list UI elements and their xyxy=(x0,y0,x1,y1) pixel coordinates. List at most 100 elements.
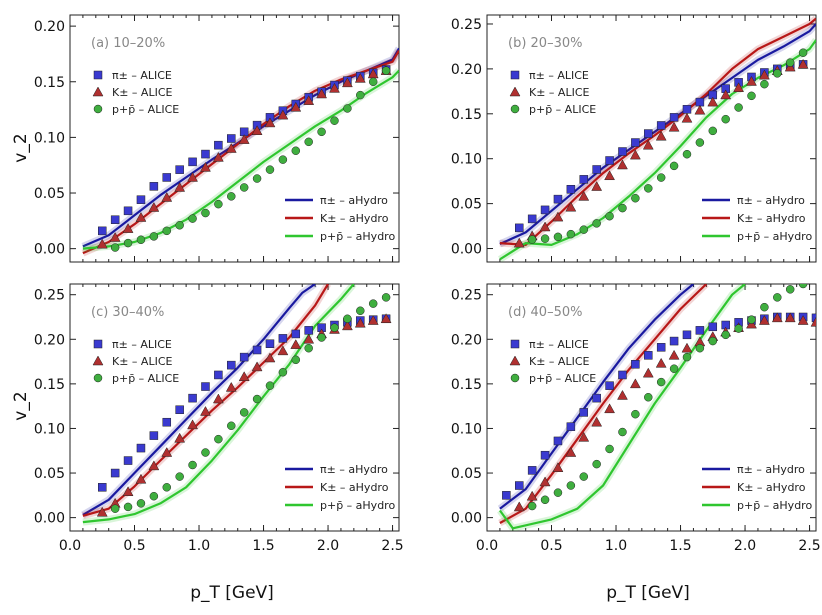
y-tick-label: 0.05 xyxy=(451,197,482,213)
data-point-circle xyxy=(695,138,705,147)
data-point-triangle xyxy=(277,109,289,120)
data-point-triangle xyxy=(509,86,521,97)
data-point-square xyxy=(527,466,537,475)
data-point-circle xyxy=(110,504,120,513)
data-point-square xyxy=(278,334,288,343)
data-point-circle xyxy=(773,293,782,302)
y-tick-label: 0.00 xyxy=(34,511,65,527)
y-tick-label: 0.05 xyxy=(34,186,65,202)
data-point-circle xyxy=(721,114,730,124)
panel-3: 0.0 0.5 1.0 1.5 2.0 2.5 0.00 0.05 0.10 0.15 0.20 0.… xyxy=(451,283,821,554)
y-tick-label: 0.25 xyxy=(451,288,482,304)
points xyxy=(96,65,392,252)
data-point-square xyxy=(201,382,210,391)
x-tick-label: 2.0 xyxy=(734,538,756,554)
data-point-triangle xyxy=(161,191,173,202)
data-point-circle xyxy=(527,235,537,244)
data-point-circle xyxy=(381,293,391,302)
data-point-circle xyxy=(631,193,640,203)
y-axis-label-top: v_2 xyxy=(11,133,31,162)
data-point-square xyxy=(669,113,679,122)
legend-entry-alice: p+p̄ – ALICE xyxy=(112,103,179,116)
legend-entry-alice: p+p̄ – ALICE xyxy=(529,372,596,385)
data-point-square xyxy=(201,149,210,159)
data-point-circle xyxy=(330,116,339,125)
data-point-triangle xyxy=(290,339,302,349)
data-point-triangle xyxy=(552,462,564,472)
y-tick-label: 0.00 xyxy=(451,242,482,258)
data-point-circle xyxy=(618,427,627,437)
data-point-circle xyxy=(656,173,666,182)
data-point-square xyxy=(540,450,550,460)
legend-entry-ahydro: π± – aHydro xyxy=(320,194,388,207)
data-point-circle xyxy=(123,502,133,512)
data-point-circle xyxy=(136,235,146,244)
data-point-triangle xyxy=(380,313,392,324)
x-tick-label: 0.0 xyxy=(476,538,498,554)
data-point-square xyxy=(540,205,550,215)
data-point-square xyxy=(579,175,589,184)
data-point-circle xyxy=(566,229,576,239)
data-point-circle xyxy=(136,499,146,508)
data-point-square xyxy=(515,481,524,490)
data-point-circle xyxy=(317,127,326,137)
data-point-circle xyxy=(644,184,653,193)
legend-entry-ahydro: K± – aHydro xyxy=(320,212,389,225)
data-point-circle xyxy=(368,77,378,87)
data-point-triangle xyxy=(565,201,577,212)
data-point-square xyxy=(110,468,120,478)
data-point-square xyxy=(553,194,563,204)
data-point-circle xyxy=(510,373,520,383)
plot-frame xyxy=(486,283,817,532)
data-point-circle xyxy=(265,165,275,174)
x-tick-label: 2.5 xyxy=(798,538,820,554)
data-point-square xyxy=(566,422,576,431)
data-point-triangle xyxy=(187,419,198,430)
legend-entry-ahydro: p+p̄ – aHydro xyxy=(737,499,812,512)
data-point-circle xyxy=(631,409,640,419)
data-point-square xyxy=(98,226,107,236)
y-tick-label: 0.15 xyxy=(451,107,482,123)
data-point-square xyxy=(502,491,511,500)
panel-2: 0.0 0.5 1.0 1.5 2.0 2.5 0.00 0.05 0.10 0.15 0.20 0.… xyxy=(34,283,404,554)
data-point-circle xyxy=(330,323,339,332)
data-point-circle xyxy=(278,368,288,377)
data-point-triangle xyxy=(810,316,816,327)
legend-entry-alice: K± – ALICE xyxy=(529,86,590,99)
data-point-triangle xyxy=(161,447,173,457)
data-point-circle xyxy=(760,79,769,89)
x-tick-label: 1.5 xyxy=(669,538,691,554)
plot-frame xyxy=(486,14,817,263)
data-point-triangle xyxy=(578,431,590,442)
data-point-square xyxy=(265,339,275,348)
data-point-square xyxy=(618,370,627,380)
data-point-triangle xyxy=(629,149,641,160)
data-point-square xyxy=(123,206,133,216)
legend-entry-alice: π± – ALICE xyxy=(529,338,589,351)
x-tick-label: 0.0 xyxy=(59,538,81,554)
data-point-square xyxy=(682,105,692,114)
data-point-triangle xyxy=(212,151,224,162)
x-axis-label-right: p_T [GeV] xyxy=(606,583,690,603)
legend-entry-alice: p+p̄ – ALICE xyxy=(112,372,179,385)
data-point-square xyxy=(239,352,249,362)
data-point-circle xyxy=(798,48,808,57)
data-point-circle xyxy=(162,483,172,492)
data-point-square xyxy=(93,339,103,349)
data-point-square xyxy=(592,393,601,403)
data-point-circle xyxy=(175,472,184,481)
y-tick-label: 0.20 xyxy=(451,62,482,78)
data-point-circle xyxy=(540,234,550,243)
x-tick-label: 1.5 xyxy=(252,538,274,554)
data-point-square xyxy=(566,184,576,194)
data-point-triangle xyxy=(629,378,641,389)
data-point-triangle xyxy=(591,181,603,191)
data-point-triangle xyxy=(668,349,680,360)
data-point-triangle xyxy=(797,315,809,325)
data-point-triangle xyxy=(264,352,276,363)
y-tick-label: 0.10 xyxy=(451,421,482,437)
data-point-square xyxy=(605,156,614,165)
data-point-triangle xyxy=(135,211,147,222)
data-point-square xyxy=(695,326,705,335)
data-point-square xyxy=(510,70,520,80)
